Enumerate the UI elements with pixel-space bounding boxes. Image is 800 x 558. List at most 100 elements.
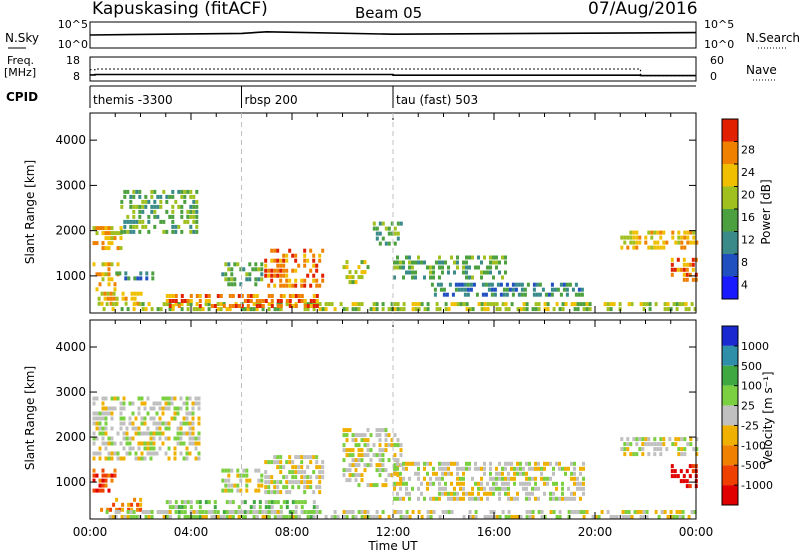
data-cell bbox=[104, 246, 108, 251]
data-cell bbox=[381, 458, 385, 463]
data-cell bbox=[179, 431, 183, 436]
data-cell bbox=[116, 396, 120, 401]
data-cell bbox=[681, 515, 685, 519]
data-cell bbox=[92, 468, 96, 473]
data-cell bbox=[291, 475, 295, 480]
colorbar-frame bbox=[721, 325, 739, 506]
data-cell bbox=[240, 500, 244, 505]
data-cell bbox=[402, 307, 406, 312]
data-cell bbox=[216, 510, 220, 515]
data-cell bbox=[501, 302, 505, 307]
data-cell bbox=[260, 267, 264, 272]
data-cell bbox=[180, 505, 184, 510]
data-cell bbox=[150, 515, 154, 519]
data-cell bbox=[92, 451, 96, 456]
data-cell bbox=[285, 273, 289, 278]
data-cell bbox=[309, 475, 313, 480]
data-cell bbox=[366, 438, 370, 443]
data-cell bbox=[411, 461, 414, 466]
data-cell bbox=[396, 260, 399, 265]
data-cell bbox=[164, 396, 168, 401]
data-cell bbox=[189, 299, 193, 303]
data-cell bbox=[198, 299, 202, 303]
data-cell bbox=[576, 307, 580, 312]
data-cell bbox=[688, 272, 692, 277]
data-cell bbox=[137, 406, 141, 411]
data-cell bbox=[520, 292, 524, 297]
data-cell bbox=[462, 496, 465, 501]
data-cell bbox=[642, 307, 646, 312]
data-cell bbox=[351, 302, 355, 307]
data-cell bbox=[474, 461, 477, 466]
data-cell bbox=[185, 446, 189, 451]
data-cell bbox=[98, 421, 102, 426]
data-cell bbox=[92, 226, 96, 231]
data-cell bbox=[546, 481, 549, 486]
data-cell bbox=[125, 426, 129, 431]
data-cell bbox=[405, 510, 409, 514]
data-cell bbox=[303, 299, 307, 303]
data-cell bbox=[414, 307, 418, 312]
data-cell bbox=[654, 510, 658, 514]
data-cell bbox=[396, 481, 399, 486]
data-cell bbox=[692, 230, 696, 235]
data-cell bbox=[426, 307, 430, 312]
data-cell bbox=[146, 426, 150, 431]
x-tick-label: 20:00 bbox=[578, 525, 613, 539]
data-cell bbox=[532, 282, 536, 287]
data-cell bbox=[149, 416, 153, 421]
velocity-heatmap bbox=[92, 396, 699, 520]
data-cell bbox=[104, 411, 108, 416]
data-cell bbox=[468, 461, 471, 466]
data-cell bbox=[162, 229, 166, 234]
data-cell bbox=[192, 209, 196, 214]
data-cell bbox=[207, 294, 211, 298]
data-cell bbox=[532, 287, 536, 292]
data-cell bbox=[264, 515, 268, 519]
data-cell bbox=[279, 304, 283, 308]
data-cell bbox=[291, 470, 295, 475]
data-cell bbox=[318, 485, 322, 490]
data-cell bbox=[594, 515, 598, 519]
data-cell bbox=[237, 294, 241, 298]
data-cell bbox=[543, 515, 547, 519]
x-tick-label: 00:00 bbox=[73, 525, 108, 539]
data-cell bbox=[128, 446, 132, 451]
data-cell bbox=[144, 194, 148, 199]
data-cell bbox=[526, 282, 530, 287]
data-cell bbox=[444, 491, 447, 496]
data-cell bbox=[279, 460, 283, 465]
data-cell bbox=[534, 496, 537, 501]
data-cell bbox=[239, 473, 243, 478]
data-cell bbox=[107, 441, 111, 446]
data-cell bbox=[519, 515, 523, 519]
data-cell bbox=[114, 515, 118, 519]
data-cell bbox=[285, 299, 289, 303]
data-cell bbox=[396, 255, 399, 260]
data-cell bbox=[312, 505, 316, 510]
data-cell bbox=[294, 480, 298, 485]
data-cell bbox=[384, 478, 388, 483]
data-cell bbox=[264, 485, 268, 490]
data-cell bbox=[453, 496, 456, 501]
data-cell bbox=[158, 431, 162, 436]
data-cell bbox=[234, 510, 238, 514]
data-cell bbox=[689, 437, 693, 442]
data-cell bbox=[306, 273, 310, 278]
data-cell bbox=[164, 421, 168, 426]
data-cell bbox=[438, 265, 441, 270]
data-cell bbox=[450, 491, 453, 496]
data-cell bbox=[101, 441, 105, 446]
data-cell bbox=[260, 262, 264, 267]
data-cell bbox=[550, 282, 554, 287]
data-cell bbox=[399, 510, 403, 514]
data-cell bbox=[561, 307, 565, 312]
data-cell bbox=[481, 292, 485, 297]
data-cell bbox=[167, 401, 171, 406]
data-cell bbox=[135, 224, 139, 229]
data-cell bbox=[531, 510, 535, 514]
colorbar-tick-label: -500 bbox=[741, 459, 766, 472]
data-cell bbox=[121, 507, 125, 512]
data-cell bbox=[309, 283, 313, 288]
